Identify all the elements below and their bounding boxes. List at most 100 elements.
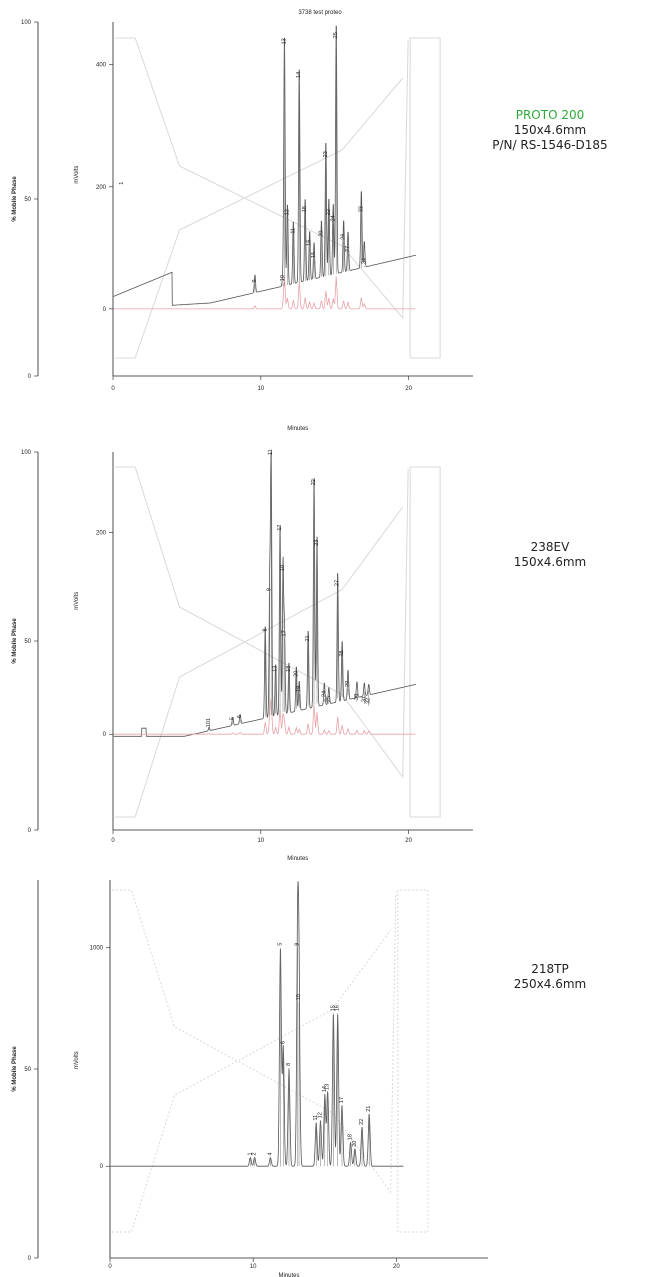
gradient-program-a <box>115 466 409 779</box>
gradient-reequilibration <box>397 889 429 1233</box>
peak-label: 13 <box>325 1084 331 1090</box>
peak-label: 34 <box>361 258 367 264</box>
peak-label: 30 <box>354 694 360 700</box>
peak-label: 17 <box>339 1097 345 1103</box>
reference-trace <box>113 698 416 735</box>
peak-label: 2 <box>252 1152 258 1155</box>
peak-label: 13 <box>273 666 279 672</box>
phase-axis-label: % Mobile Phase <box>12 1046 18 1092</box>
x-tick-label: 20 <box>393 1264 400 1270</box>
peak-label: 8 <box>262 628 268 631</box>
mvolts-tick-label: 200 <box>96 531 107 537</box>
mvolts-axis-label: mVolts <box>74 592 80 610</box>
phase-axis-label: % Mobile Phase <box>12 618 18 664</box>
x-tick-label: 0 <box>108 1264 112 1270</box>
peak-label: 22 <box>359 1119 365 1125</box>
phase-tick-label: 50 <box>24 1067 31 1073</box>
column-dimensions: 150x4.6mm <box>513 555 587 569</box>
x-tick-label: 0 <box>111 838 115 844</box>
phase-tick-label: 0 <box>28 374 32 380</box>
peak-label: 18 <box>286 666 292 672</box>
x-axis-label: Minutes <box>287 856 308 862</box>
reference-trace <box>113 276 416 310</box>
x-tick-label: 10 <box>257 386 264 392</box>
gradient-program-b <box>112 929 392 1233</box>
column-name: PROTO 200 <box>515 108 585 122</box>
column-caption-3: 218TP 250x4.6mm <box>470 962 630 992</box>
peak-label: 9 <box>267 588 273 591</box>
peak-label: 12 <box>318 1112 324 1118</box>
peak-label: 9 <box>295 943 301 946</box>
peak-label: 1 <box>119 182 125 185</box>
peak-label: 29 <box>345 681 351 687</box>
mvolts-tick-label: 200 <box>96 185 107 191</box>
peak-label: 101 <box>206 718 212 727</box>
peak-label: 10 <box>296 994 302 1000</box>
chromatogram-panel-3: 0 50 % Mobile Phase 0 1000 mVolts 0 10 20 Minutes… <box>12 880 488 1277</box>
peak-label: 22 <box>311 479 317 485</box>
peak-label: 8 <box>286 1063 292 1066</box>
peak-label: 10 <box>280 565 286 571</box>
peak-label: 6 <box>237 715 243 718</box>
gradient-program-a <box>112 889 397 1194</box>
x-axis-label: Minutes <box>287 426 308 432</box>
peak-label: 26 <box>341 234 347 240</box>
peak-label: 21 <box>366 1106 372 1112</box>
peak-label: 11 <box>290 228 296 234</box>
phase-tick-label: 50 <box>24 639 31 645</box>
peak-label: 24 <box>330 215 336 221</box>
chromatogram-trace <box>113 25 417 306</box>
peak-label: 12 <box>284 209 290 215</box>
chart-title: 3738 test proteo <box>298 10 342 16</box>
column-name: 238EV <box>530 540 570 554</box>
gradient-program-b <box>115 506 404 818</box>
column-dimensions: 250x4.6mm <box>513 977 587 991</box>
peak-label: 13 <box>281 38 287 44</box>
peak-label: 4 <box>267 1152 273 1155</box>
gradient-reequilibration <box>409 466 441 818</box>
phase-tick-label: 50 <box>24 197 31 203</box>
x-tick-label: 10 <box>257 838 264 844</box>
chromatogram-trace <box>113 451 416 737</box>
peak-label: 32 <box>366 698 372 704</box>
mvolts-tick-label: 1000 <box>90 946 104 952</box>
column-caption-1: PROTO 200 150x4.6mm P/N/ RS-1546-D185 <box>470 108 630 153</box>
peak-label: 18 <box>302 206 308 212</box>
peak-label: 21 <box>305 635 311 641</box>
peak-label: 15 <box>330 1005 336 1011</box>
mvolts-tick-label: 0 <box>100 1164 104 1170</box>
peak-label: 5 <box>277 943 283 946</box>
peak-label: 25 <box>326 696 332 702</box>
chromatogram-trace <box>110 881 404 1167</box>
peak-label: 24 <box>321 691 327 697</box>
x-tick-label: 20 <box>405 838 412 844</box>
gradient-reequilibration <box>409 37 441 359</box>
column-caption-2: 238EV 150x4.6mm <box>470 540 630 570</box>
peak-label: 6 <box>280 1041 286 1044</box>
phase-tick-label: 100 <box>21 450 32 456</box>
mvolts-axis-label: mVolts <box>74 166 80 184</box>
peak-label: 17 <box>281 630 287 636</box>
peak-label: 5 <box>230 717 236 720</box>
peak-label: 28 <box>339 651 345 657</box>
x-tick-label: 20 <box>405 386 412 392</box>
x-tick-label: 0 <box>111 386 115 392</box>
phase-tick-label: 0 <box>28 1256 32 1262</box>
peak-label: 11 <box>313 1115 319 1121</box>
peak-label: 14 <box>296 72 302 78</box>
x-axis-label: Minutes <box>278 1273 299 1277</box>
peak-label: 20 <box>293 671 299 677</box>
peak-label: 16 <box>307 240 313 246</box>
mvolts-tick-label: 400 <box>96 63 107 69</box>
column-dimensions: 150x4.6mm <box>513 123 587 137</box>
peak-label: 14 <box>322 1086 328 1092</box>
mvolts-tick-label: 0 <box>103 307 107 313</box>
peak-label: 31 <box>361 696 367 702</box>
peak-label: 33 <box>358 206 364 212</box>
peak-label: 16 <box>335 1005 341 1011</box>
peak-label: 9 <box>252 279 258 282</box>
peak-label: 11 <box>268 449 274 455</box>
peak-label: 18 <box>348 1134 354 1140</box>
column-name: 218TP <box>531 962 569 976</box>
